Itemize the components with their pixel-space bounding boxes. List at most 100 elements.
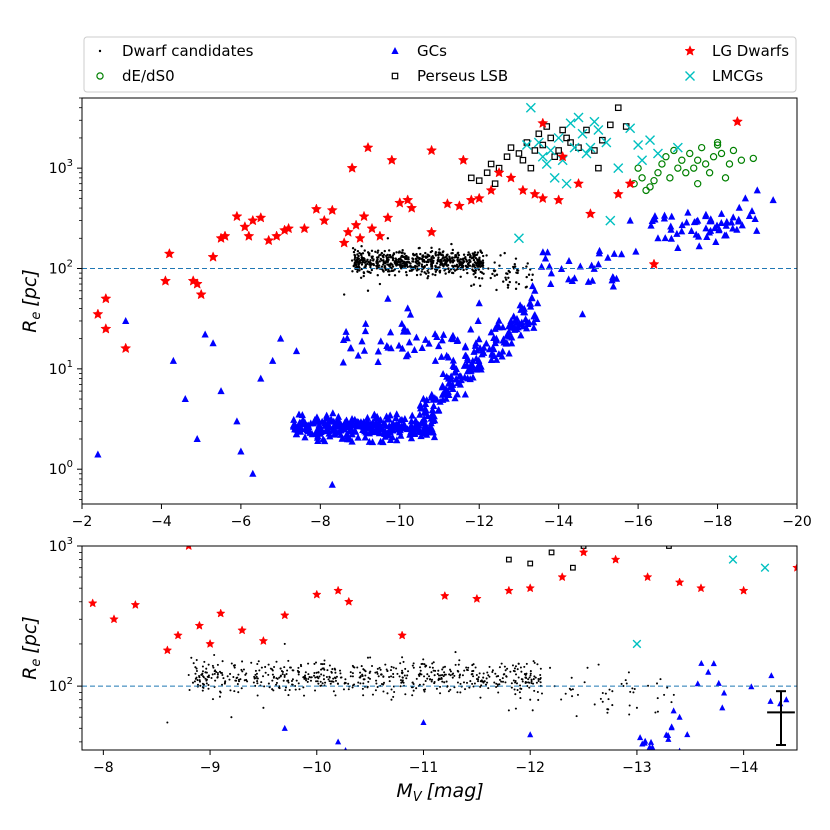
x-tick-label: −2 xyxy=(72,514,93,530)
dwarf-candidates-point-lower xyxy=(402,681,405,684)
dwarf-candidates-point-lower xyxy=(361,674,364,677)
dwarf-candidates-point-lower xyxy=(521,678,524,681)
dwarf-candidates-point-lower xyxy=(575,715,578,718)
dwarf-candidates-point-lower xyxy=(286,669,289,672)
legend-marker-de-ds0 xyxy=(96,72,104,80)
lg-dwarfs-point-upper xyxy=(612,188,624,199)
dwarf-candidates-point-lower xyxy=(483,680,486,683)
dwarf-candidates-point-lower xyxy=(362,682,365,685)
dwarf-candidates-point-lower xyxy=(620,682,623,685)
lg-dwarfs-point-upper xyxy=(191,278,203,289)
dwarf-candidates-point-lower xyxy=(322,674,325,677)
dwarf-candidates-point-upper xyxy=(442,259,445,262)
dwarf-candidates-point-lower xyxy=(427,675,431,678)
dwarf-candidates-point-upper xyxy=(352,250,356,254)
dwarf-candidates-point-lower xyxy=(404,667,407,670)
lg-dwarfs-point-upper xyxy=(529,188,541,199)
dwarf-candidates-point-lower xyxy=(534,676,537,679)
perseus-lsb-point-upper xyxy=(599,136,606,144)
dwarf-candidates-point-upper xyxy=(359,261,362,264)
dwarf-candidates-point-upper xyxy=(446,253,449,256)
dwarf-candidates-point-upper xyxy=(422,259,425,262)
dwarf-candidates-point-lower xyxy=(347,688,350,691)
dwarf-candidates-point-lower xyxy=(356,666,359,669)
lg-dwarfs-point-upper xyxy=(231,210,243,222)
gcs-point-upper xyxy=(499,347,507,355)
dwarf-candidates-point-lower xyxy=(275,681,278,684)
x-tick-label: −12 xyxy=(515,760,545,776)
gcs-point-upper xyxy=(684,208,692,216)
dwarf-candidates-point-lower xyxy=(229,689,232,692)
dwarf-candidates-point-lower xyxy=(330,671,333,674)
dwarf-candidates-point-upper xyxy=(401,264,405,268)
perseus-lsb-point-upper xyxy=(575,144,582,151)
dwarf-candidates-point-upper xyxy=(398,263,402,267)
gcs-point-upper xyxy=(417,404,425,412)
gcs-point-upper xyxy=(499,323,507,331)
dwarf-candidates-point-upper xyxy=(451,256,454,260)
dwarf-candidates-point-lower xyxy=(454,651,457,654)
lmcgs-point-upper xyxy=(652,148,663,159)
dwarf-candidates-point-lower xyxy=(503,665,506,668)
dwarf-candidates-point-lower xyxy=(206,675,209,678)
perseus-lsb-point-lower xyxy=(505,556,512,563)
lg-dwarfs-point-upper xyxy=(366,222,378,234)
dwarf-candidates-point-lower xyxy=(532,660,535,663)
perseus-lsb-point-upper xyxy=(519,156,527,164)
dwarf-candidates-point-lower xyxy=(513,688,516,691)
dwarf-candidates-point-upper xyxy=(447,270,451,274)
dwarf-candidates-point-lower xyxy=(291,683,294,686)
lmcgs-point-upper xyxy=(545,145,556,156)
dwarf-candidates-point-lower xyxy=(329,682,332,685)
dwarf-candidates-point-upper xyxy=(430,246,433,250)
dwarf-candidates-point-lower xyxy=(344,678,347,681)
gcs-point-upper xyxy=(343,430,351,438)
dwarf-candidates-point-upper xyxy=(487,267,490,270)
dwarf-candidates-point-lower xyxy=(448,673,451,676)
y-tick-label: 103 xyxy=(49,536,73,555)
dwarf-candidates-point-lower xyxy=(467,666,470,669)
dwarf-candidates-point-upper xyxy=(406,265,409,269)
gcs-point-upper xyxy=(374,358,382,366)
dwarf-candidates-point-lower xyxy=(475,674,478,677)
dwarf-candidates-point-lower xyxy=(210,676,213,679)
dwarf-candidates-point-lower xyxy=(221,674,224,677)
lg-dwarfs-point-upper xyxy=(731,115,744,127)
dwarf-candidates-point-lower xyxy=(465,668,469,671)
dwarf-candidates-point-lower xyxy=(344,681,347,684)
gcs-point-upper xyxy=(547,280,555,288)
dwarf-candidates-point-lower xyxy=(426,673,429,676)
dwarf-candidates-point-lower xyxy=(359,675,362,678)
dwarf-candidates-point-lower xyxy=(283,674,286,677)
dwarf-candidates-point-upper xyxy=(443,262,447,265)
gcs-point-lower xyxy=(344,747,348,750)
dwarf-candidates-point-lower xyxy=(528,686,531,689)
dwarf-candidates-point-upper xyxy=(411,257,414,260)
dwarf-candidates-point-upper xyxy=(424,256,428,259)
dwarf-candidates-point-lower xyxy=(379,668,382,671)
dwarf-candidates-point-upper xyxy=(389,262,393,265)
dwarf-candidates-point-lower xyxy=(433,682,436,685)
dwarf-candidates-point-lower xyxy=(271,688,274,691)
gcs-point-upper xyxy=(508,339,516,347)
de-ds0-point-upper xyxy=(697,143,706,152)
dwarf-candidates-point-lower xyxy=(436,672,439,676)
gcs-point-upper xyxy=(529,282,537,290)
lg-dwarfs-point-upper xyxy=(485,184,497,196)
dwarf-candidates-point-upper xyxy=(389,255,392,259)
lg-dwarfs-point-upper xyxy=(100,292,112,304)
de-ds0-point-upper xyxy=(654,169,662,177)
de-ds0-point-upper xyxy=(709,153,718,161)
dwarf-candidates-point-upper xyxy=(426,260,429,263)
gcs-point-upper xyxy=(457,376,465,384)
dwarf-candidates-point-lower xyxy=(363,669,366,672)
dwarf-candidates-point-lower xyxy=(228,678,231,681)
dwarf-candidates-point-upper xyxy=(456,252,459,255)
gcs-point-lower xyxy=(665,735,672,742)
gcs-point-upper xyxy=(418,343,426,351)
gcs-point-upper xyxy=(467,366,475,374)
lg-dwarfs-point-upper xyxy=(557,150,569,162)
dwarf-candidates-point-upper xyxy=(434,270,438,273)
dwarf-candidates-point-lower xyxy=(390,698,393,701)
dwarf-candidates-point-lower xyxy=(529,670,532,673)
